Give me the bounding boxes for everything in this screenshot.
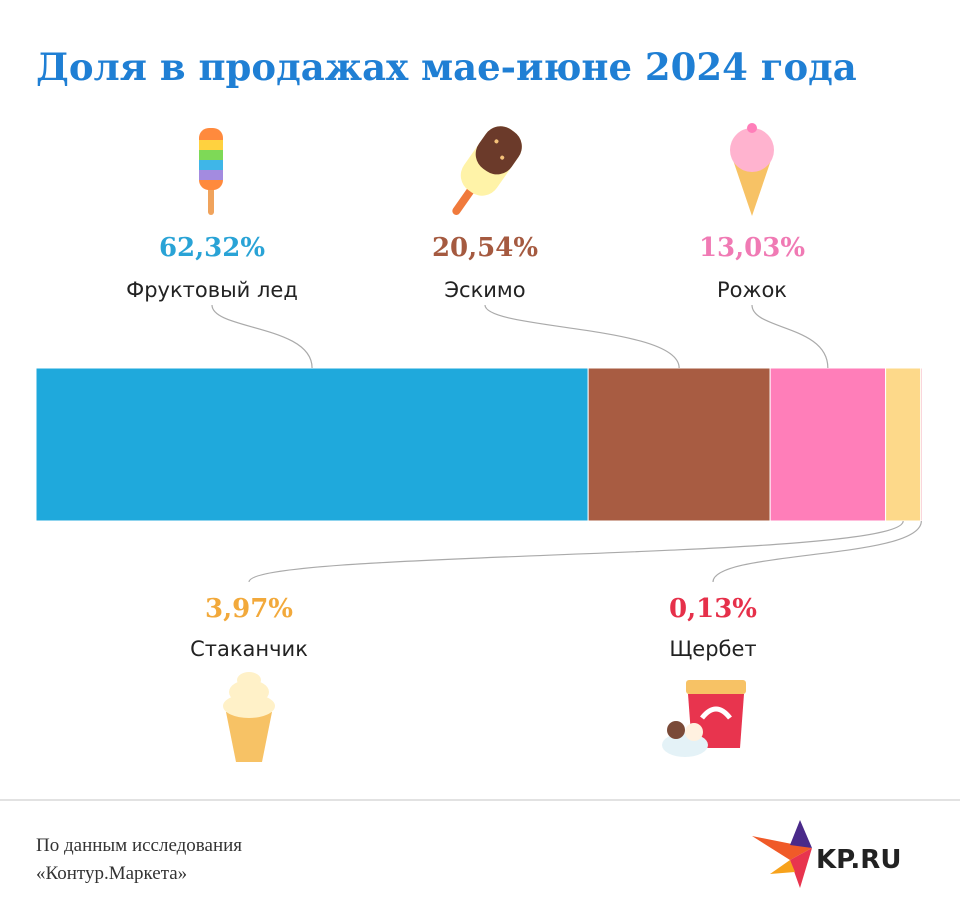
category-label: Щербет: [669, 637, 756, 661]
icon-sorbet: [662, 680, 746, 757]
bar-segment: [35, 367, 589, 522]
source: «Контур.Маркета»: [36, 863, 187, 884]
category-label: Рожок: [717, 278, 787, 302]
category-label: Эскимо: [444, 278, 525, 302]
value-label: 62,32%: [159, 233, 265, 263]
value-label: 20,54%: [432, 233, 538, 263]
leader-line: [248, 520, 904, 583]
leader-line: [484, 304, 680, 369]
bar-segment: [769, 367, 887, 522]
icon-cone: [730, 123, 774, 216]
chart-title: Доля в продажах мае-июне 2024 года: [36, 45, 857, 89]
category-label: Стаканчик: [190, 637, 308, 661]
leader-line: [712, 520, 922, 583]
logo-bird: [752, 820, 812, 888]
icon-cup: [223, 672, 275, 762]
icon-popsicle: [199, 128, 223, 215]
category-label: Фруктовый лед: [126, 278, 298, 302]
value-label: 13,03%: [699, 233, 805, 263]
logo: KP.RU: [816, 845, 901, 875]
bar-segment: [885, 367, 922, 522]
value-label: 0,13%: [669, 594, 757, 624]
leader-line: [751, 304, 829, 369]
icon-eskimo: [452, 126, 522, 215]
bar-segment: [920, 367, 923, 522]
leader-line: [211, 304, 313, 369]
source: По данным исследования: [36, 835, 242, 856]
bar-segment: [587, 367, 771, 522]
value-label: 3,97%: [205, 594, 293, 624]
